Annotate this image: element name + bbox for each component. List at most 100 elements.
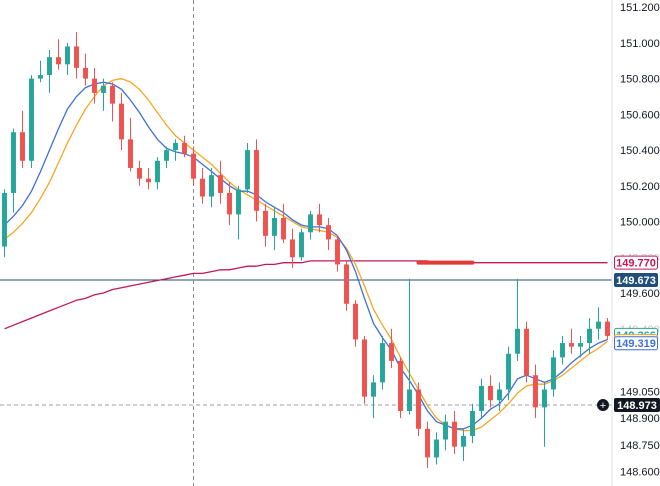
candle[interactable] (245, 142, 250, 193)
candle[interactable] (308, 210, 313, 240)
candle[interactable] (128, 117, 133, 172)
candle[interactable] (335, 235, 340, 272)
candle[interactable] (65, 42, 70, 76)
candle[interactable] (146, 167, 151, 190)
candle-body (488, 385, 493, 401)
candle[interactable] (101, 78, 106, 111)
candle-body (11, 132, 16, 193)
candle[interactable] (155, 157, 160, 190)
candle[interactable] (551, 350, 556, 397)
candle[interactable] (380, 335, 385, 390)
candle[interactable] (362, 335, 367, 404)
candle[interactable] (344, 260, 349, 311)
candle-body (110, 85, 115, 104)
candle-body (38, 75, 43, 79)
candle[interactable] (191, 146, 196, 186)
candle[interactable] (74, 32, 79, 79)
candle-body (443, 421, 448, 440)
price-badges: 149.770149.673149.366149.331149.319+148.… (597, 255, 660, 413)
candle[interactable] (434, 432, 439, 465)
candle-body (209, 175, 214, 197)
candle-body (92, 78, 97, 93)
candle[interactable] (209, 167, 214, 208)
candle[interactable] (200, 167, 205, 204)
candle[interactable] (47, 50, 52, 93)
candle[interactable] (299, 228, 304, 261)
candle-body (425, 428, 430, 458)
candle[interactable] (218, 160, 223, 204)
candle-body (146, 178, 151, 183)
candle[interactable] (236, 185, 241, 240)
candle[interactable] (542, 382, 547, 447)
candles[interactable] (2, 32, 610, 469)
y-tick-label: 148.600 (620, 467, 660, 479)
candle-body (452, 421, 457, 447)
price-badge-1: 149.673 (614, 272, 658, 287)
candle[interactable] (398, 357, 403, 419)
candle-body (290, 239, 295, 258)
candle-body (533, 375, 538, 408)
candle[interactable] (488, 375, 493, 408)
candle[interactable] (353, 300, 358, 347)
candle[interactable] (497, 382, 502, 411)
candle-body (155, 160, 160, 183)
candle[interactable] (569, 328, 574, 354)
candle[interactable] (605, 318, 610, 340)
candle[interactable] (452, 410, 457, 454)
add-price-icon[interactable] (597, 399, 609, 412)
candle[interactable] (506, 346, 511, 401)
price-axis[interactable]: 151.200 151.000 150.800 150.600 150.400 150.2… (611, 0, 660, 486)
candle[interactable] (92, 67, 97, 104)
candle[interactable] (164, 146, 169, 168)
candle[interactable] (20, 110, 25, 168)
candle[interactable] (560, 335, 565, 365)
candle-body (281, 217, 286, 240)
candle[interactable] (317, 203, 322, 233)
candle-body (371, 382, 376, 397)
candle[interactable] (407, 278, 412, 415)
candle[interactable] (110, 82, 115, 122)
candle[interactable] (11, 128, 16, 213)
candle[interactable] (290, 228, 295, 269)
candle[interactable] (137, 160, 142, 186)
candle[interactable] (119, 92, 124, 151)
candle[interactable] (587, 318, 592, 354)
candle[interactable] (524, 321, 529, 383)
candle[interactable] (443, 414, 448, 451)
y-tick-label: 151.000 (620, 38, 660, 50)
candle[interactable] (281, 203, 286, 243)
candle[interactable] (371, 375, 376, 419)
candle[interactable] (263, 203, 268, 247)
candle[interactable] (596, 307, 601, 340)
candle-body (569, 343, 574, 347)
candle[interactable] (56, 39, 61, 70)
badge-box (614, 272, 658, 287)
candle[interactable] (227, 182, 232, 226)
candle[interactable] (515, 278, 520, 361)
candle-body (353, 303, 358, 340)
candle-body (65, 46, 70, 65)
candle-body (578, 343, 583, 347)
candle-body (596, 321, 601, 329)
candle[interactable] (2, 189, 7, 258)
candle[interactable] (83, 53, 88, 86)
candle-body (344, 264, 349, 304)
candle[interactable] (173, 139, 178, 161)
candle[interactable] (254, 139, 259, 222)
candle[interactable] (29, 75, 34, 168)
candle-body (119, 103, 124, 140)
candle[interactable] (182, 135, 187, 158)
candle[interactable] (470, 403, 475, 444)
candle[interactable] (461, 428, 466, 461)
candle[interactable] (38, 60, 43, 83)
candle[interactable] (416, 382, 421, 436)
candle[interactable] (578, 335, 583, 358)
candle[interactable] (533, 364, 538, 419)
candle[interactable] (425, 421, 430, 469)
candle[interactable] (479, 378, 484, 419)
candle-body (218, 175, 223, 193)
candle[interactable] (326, 217, 331, 251)
candle[interactable] (272, 207, 277, 251)
candle[interactable] (389, 328, 394, 369)
